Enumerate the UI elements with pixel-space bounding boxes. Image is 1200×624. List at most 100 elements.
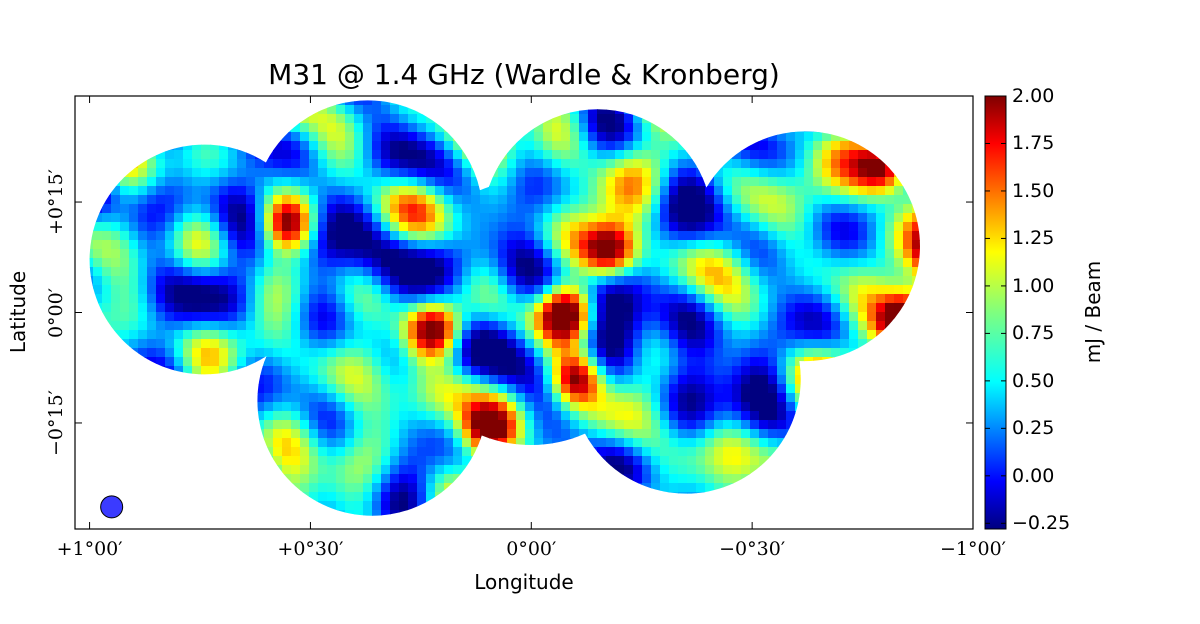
heatmap-cell [669,141,679,151]
heatmap-cell [282,132,292,142]
heatmap-cell [606,100,616,106]
heatmap-cell [534,240,544,250]
heatmap-cell [588,510,598,516]
heatmap-cell [570,303,580,313]
heatmap-cell [966,375,976,385]
heatmap-cell [957,492,967,502]
heatmap-cell [543,195,553,205]
heatmap-cell [354,429,364,439]
heatmap-cell [669,150,679,160]
heatmap-cell [192,114,202,124]
heatmap-cell [588,402,598,412]
heatmap-cell [183,519,193,529]
heatmap-cell [138,483,148,493]
heatmap-cell [255,339,265,349]
heatmap-cell [435,267,445,277]
heatmap-cell [615,411,625,421]
heatmap-cell [786,519,796,529]
heatmap-cell [183,420,193,430]
heatmap-cell [210,132,220,142]
heatmap-cell [795,456,805,466]
heatmap-cell [939,348,949,358]
heatmap-cell [840,492,850,502]
heatmap-cell [894,159,904,169]
heatmap-cell [192,276,202,286]
heatmap-cell [534,447,544,457]
heatmap-cell [489,123,499,133]
heatmap-cell [138,249,148,259]
heatmap-cell [354,474,364,484]
heatmap-cell [921,159,931,169]
heatmap-cell [111,303,121,313]
heatmap-cell [660,213,670,223]
heatmap-cell [840,267,850,277]
heatmap-cell [138,411,148,421]
heatmap-cell [921,501,931,511]
heatmap-cell [633,384,643,394]
heatmap-cell [633,501,643,511]
heatmap-cell [399,492,409,502]
heatmap-cell [318,150,328,160]
heatmap-cell [615,159,625,169]
heatmap-cell [606,240,616,250]
heatmap-cell [138,348,148,358]
heatmap-cell [696,285,706,295]
heatmap-cell [282,231,292,241]
heatmap-cell [597,105,607,115]
heatmap-cell [867,330,877,340]
heatmap-cell [849,204,859,214]
heatmap-cell [147,249,157,259]
heatmap-cell [345,195,355,205]
heatmap-cell [813,312,823,322]
heatmap-cell [714,429,724,439]
heatmap-cell [120,249,130,259]
heatmap-cell [903,123,913,133]
heatmap-cell [912,258,920,268]
heatmap-cell [732,411,742,421]
heatmap-cell [732,240,742,250]
heatmap-cell [318,321,328,331]
heatmap-cell [687,510,697,516]
heatmap-cell [246,348,256,358]
heatmap-cell [219,240,229,250]
heatmap-cell [804,492,814,502]
heatmap-cell [633,348,643,358]
heatmap-cell [75,240,85,250]
heatmap-cell [705,100,715,106]
heatmap-cell [156,213,166,223]
heatmap-cell [894,465,904,475]
heatmap-cell [750,330,760,340]
heatmap-cell [768,249,778,259]
heatmap-cell [174,339,184,349]
heatmap-cell [363,123,373,133]
heatmap-cell [390,186,400,196]
heatmap-cell [678,276,688,286]
heatmap-cell [786,213,796,223]
heatmap-cell [183,105,193,115]
heatmap-cell [876,393,886,403]
heatmap-cell [579,258,589,268]
heatmap-cell [579,420,589,430]
heatmap-cell [318,186,328,196]
heatmap-cell [111,429,121,439]
heatmap-cell [354,456,364,466]
heatmap-cell [291,492,301,502]
heatmap-cell [89,402,94,412]
heatmap-cell [480,222,490,232]
heatmap-cell [552,492,562,502]
heatmap-cell [849,384,859,394]
heatmap-cell [471,186,481,196]
heatmap-cell [660,456,670,466]
heatmap-cell [777,519,787,529]
heatmap-cell [255,492,265,502]
heatmap-cell [192,204,202,214]
heatmap-cell [516,141,526,151]
heatmap-cell [156,429,166,439]
heatmap-cell [417,168,427,178]
heatmap-cell [309,123,319,133]
heatmap-cell [75,330,85,340]
heatmap-cell [120,366,130,376]
heatmap-cell [957,276,967,286]
heatmap-cell [813,186,823,196]
heatmap-cell [921,312,931,322]
